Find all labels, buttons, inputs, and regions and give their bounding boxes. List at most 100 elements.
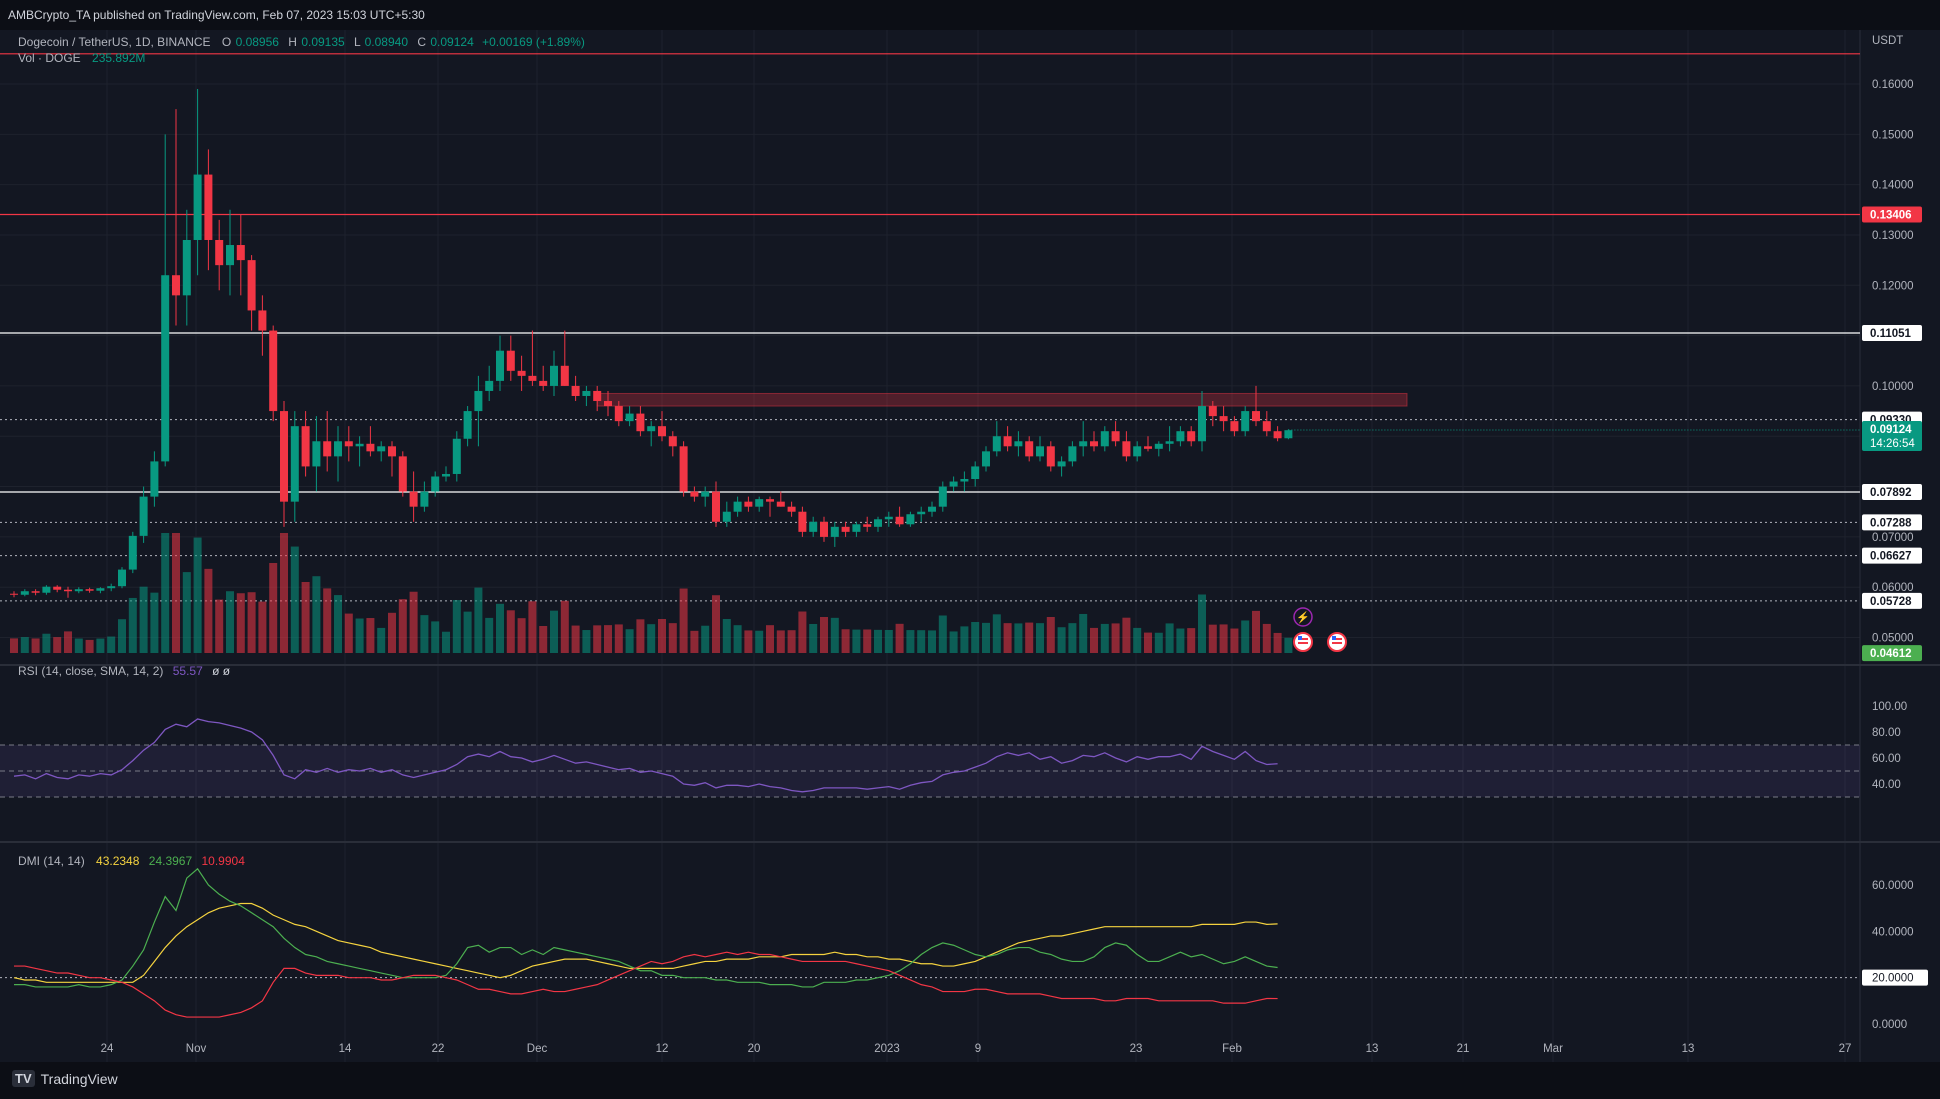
candle-body bbox=[1198, 406, 1206, 442]
volume-bar bbox=[409, 591, 418, 653]
candle-body bbox=[928, 506, 936, 512]
volume-bar bbox=[344, 613, 353, 653]
candle-body bbox=[496, 350, 504, 381]
candle-body bbox=[766, 499, 774, 502]
price-tick: 0.07000 bbox=[1872, 532, 1914, 544]
volume-bar bbox=[809, 623, 818, 653]
rsi-extra: ø ø bbox=[212, 664, 231, 678]
volume-bar bbox=[1187, 628, 1196, 653]
candle-body bbox=[280, 411, 288, 502]
candle-body bbox=[442, 473, 450, 477]
candle-body bbox=[247, 260, 256, 311]
volume-bar bbox=[1025, 622, 1034, 653]
volume-bar bbox=[863, 629, 872, 653]
candle-body bbox=[938, 486, 947, 507]
candle-body bbox=[20, 591, 29, 595]
volume-bar bbox=[582, 630, 591, 653]
volume-bar bbox=[215, 599, 224, 653]
minus-di-value: 10.9904 bbox=[202, 854, 246, 868]
candle-body bbox=[593, 390, 602, 402]
chart-area[interactable]: ⚡ USDT 0.16000 0.15000 0.14000 0.13000 0.1200… bbox=[0, 30, 1940, 1062]
candle-body bbox=[647, 426, 656, 432]
candle-body bbox=[323, 441, 332, 457]
flag-stripe-icon bbox=[1298, 638, 1308, 640]
date-tick: Mar bbox=[1543, 1043, 1563, 1055]
candle-body bbox=[96, 588, 105, 591]
volume-bar bbox=[550, 610, 558, 653]
candle-body bbox=[398, 456, 407, 492]
candle-body bbox=[463, 411, 472, 439]
candle-body bbox=[128, 535, 137, 570]
candle-body bbox=[366, 443, 375, 452]
volume-bar bbox=[161, 533, 170, 653]
candle-body bbox=[193, 174, 202, 240]
candle-body bbox=[31, 591, 40, 593]
candle-body bbox=[755, 499, 764, 507]
candle-body bbox=[1025, 441, 1034, 457]
price-badge-text: 0.11051 bbox=[1870, 328, 1912, 340]
volume-bar bbox=[1036, 623, 1044, 653]
volume-bar bbox=[798, 611, 807, 653]
candle-body bbox=[1252, 411, 1260, 422]
candle-body bbox=[204, 174, 213, 240]
date-axis[interactable]: 24 Nov 14 22 Dec 12 20 2023 9 23 Feb 13 21 Mar 13 27 bbox=[101, 1043, 1852, 1055]
candle-body bbox=[884, 516, 893, 520]
volume-bar bbox=[172, 533, 180, 653]
volume-bar bbox=[1219, 624, 1228, 653]
volume-bar bbox=[895, 623, 904, 653]
volume-bar bbox=[1003, 623, 1012, 653]
candle-body bbox=[668, 436, 677, 447]
volume-bar bbox=[971, 622, 980, 653]
volume-bar bbox=[560, 600, 569, 653]
open-label: O bbox=[222, 35, 231, 49]
candle-body bbox=[355, 443, 364, 447]
volume-bar bbox=[1284, 637, 1293, 653]
event-markers[interactable]: ⚡ bbox=[1293, 607, 1347, 652]
volume-bar bbox=[949, 631, 958, 653]
volume-bar bbox=[1262, 623, 1271, 653]
price-axis[interactable]: USDT 0.16000 0.15000 0.14000 0.13000 0.12000 0… bbox=[1862, 35, 1928, 1031]
volume-bar bbox=[301, 582, 310, 653]
candle-body bbox=[1262, 421, 1271, 432]
volume-bar bbox=[355, 618, 364, 653]
price-badge-text: 0.07892 bbox=[1870, 487, 1912, 499]
candle-body bbox=[539, 380, 548, 386]
candle-body bbox=[1176, 431, 1185, 442]
rsi-tick: 80.00 bbox=[1872, 727, 1901, 739]
grid bbox=[0, 30, 1860, 1062]
volume-bar bbox=[884, 629, 893, 653]
volume-bar bbox=[701, 625, 710, 653]
candle-body bbox=[1273, 431, 1282, 439]
open-value: 0.08956 bbox=[236, 35, 280, 49]
volume-bar bbox=[42, 633, 51, 653]
candle-body bbox=[550, 365, 558, 386]
volume-bar bbox=[722, 619, 731, 653]
volume-bar bbox=[258, 601, 267, 653]
volume-bar bbox=[107, 636, 116, 653]
svg-text:Dogecoin / TetherUS, 1D, BINAN: Dogecoin / TetherUS, 1D, BINANCE O 0.089… bbox=[18, 35, 585, 49]
rsi-legend: RSI (14, close, SMA, 14, 2) 55.57 ø ø bbox=[18, 664, 231, 678]
rsi-tick: 60.00 bbox=[1872, 753, 1901, 765]
candle-body bbox=[74, 589, 83, 592]
candle-body bbox=[776, 501, 785, 507]
candle-body bbox=[949, 481, 958, 487]
plus-di-value: 24.3967 bbox=[149, 854, 193, 868]
candle-body bbox=[701, 491, 710, 497]
price-badge bbox=[1862, 547, 1922, 564]
tradingview-logo[interactable]: TV TradingView bbox=[12, 1070, 118, 1087]
volume-bar bbox=[118, 619, 126, 653]
price-levels bbox=[0, 53, 1860, 602]
candle-body bbox=[971, 466, 980, 480]
currency-label: USDT bbox=[1872, 35, 1903, 47]
price-tick: 0.10000 bbox=[1872, 381, 1914, 393]
volume-bar bbox=[485, 617, 494, 653]
price-badge bbox=[1862, 483, 1922, 500]
date-tick: 9 bbox=[975, 1043, 981, 1055]
volume-bar bbox=[431, 621, 440, 653]
candle-body bbox=[852, 524, 861, 532]
volume-bar bbox=[1154, 632, 1163, 653]
candle-body bbox=[172, 275, 180, 296]
resistance-zone bbox=[596, 392, 1408, 407]
svg-text:DMI (14, 14) 43.2348: DMI (14, 14) 43.2348 24.3967 10.9904 bbox=[18, 854, 245, 868]
pane-separators bbox=[0, 30, 1940, 1062]
